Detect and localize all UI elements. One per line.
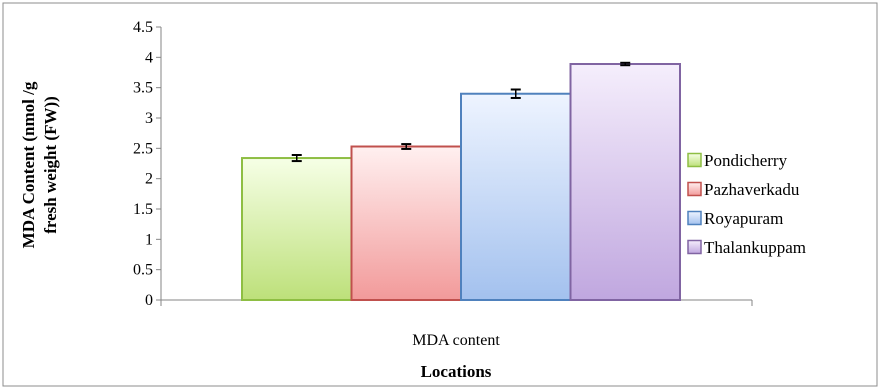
- x-axis-title: Locations: [421, 362, 492, 381]
- error-bar-thalankuppam: [620, 61, 631, 67]
- legend-swatch: [687, 181, 702, 197]
- bar-pondicherry: [241, 157, 353, 301]
- legend-item-pazhaverkadu: Pazhaverkadu: [687, 180, 800, 199]
- y-tick-label: 2.5: [133, 140, 153, 157]
- y-tick-label: 0: [145, 292, 153, 309]
- y-tick-label: 4.5: [133, 19, 153, 36]
- legend-item-thalankuppam: Thalankuppam: [687, 238, 806, 257]
- y-tick-label: 0.5: [133, 262, 153, 279]
- bar-thalankuppam: [569, 63, 681, 301]
- legend-label: Royapuram: [704, 209, 783, 228]
- bar-pazhaverkadu: [350, 145, 462, 301]
- legend-item-royapuram: Royapuram: [687, 209, 783, 228]
- category-label: MDA content: [412, 332, 500, 349]
- legend-swatch: [687, 239, 702, 255]
- legend-swatch: [687, 152, 702, 168]
- legend-item-pondicherry: Pondicherry: [687, 151, 788, 170]
- bars: [241, 63, 681, 301]
- y-tick-label: 2: [145, 171, 153, 188]
- legend-label: Pondicherry: [704, 151, 788, 170]
- y-axis-title-line-2: fresh weight (FW)): [41, 96, 60, 234]
- legend: Pondicherry Pazhaverkadu Royapuram Thalanku…: [687, 151, 806, 257]
- error-bars: [291, 61, 631, 163]
- error-bar-royapuram: [510, 88, 521, 99]
- y-ticks: 0 0.5 1 1.5 2 2.5 3 3.5 4 4.5: [133, 19, 161, 309]
- error-bar-pondicherry: [291, 154, 302, 163]
- legend-swatch: [687, 210, 702, 226]
- y-axis-title: MDA Content (nmol /g fresh weight (FW)): [19, 81, 60, 248]
- error-bar-pazhaverkadu: [401, 143, 412, 150]
- y-tick-label: 3: [145, 110, 153, 127]
- legend-label: Thalankuppam: [704, 238, 806, 257]
- y-tick-label: 3.5: [133, 80, 153, 97]
- bar-royapuram: [460, 92, 572, 301]
- y-tick-label: 4: [145, 49, 153, 66]
- y-axis-title-line-1: MDA Content (nmol /g: [19, 81, 38, 248]
- y-tick-label: 1.5: [133, 201, 153, 218]
- y-tick-label: 1: [145, 231, 153, 248]
- legend-label: Pazhaverkadu: [704, 180, 800, 199]
